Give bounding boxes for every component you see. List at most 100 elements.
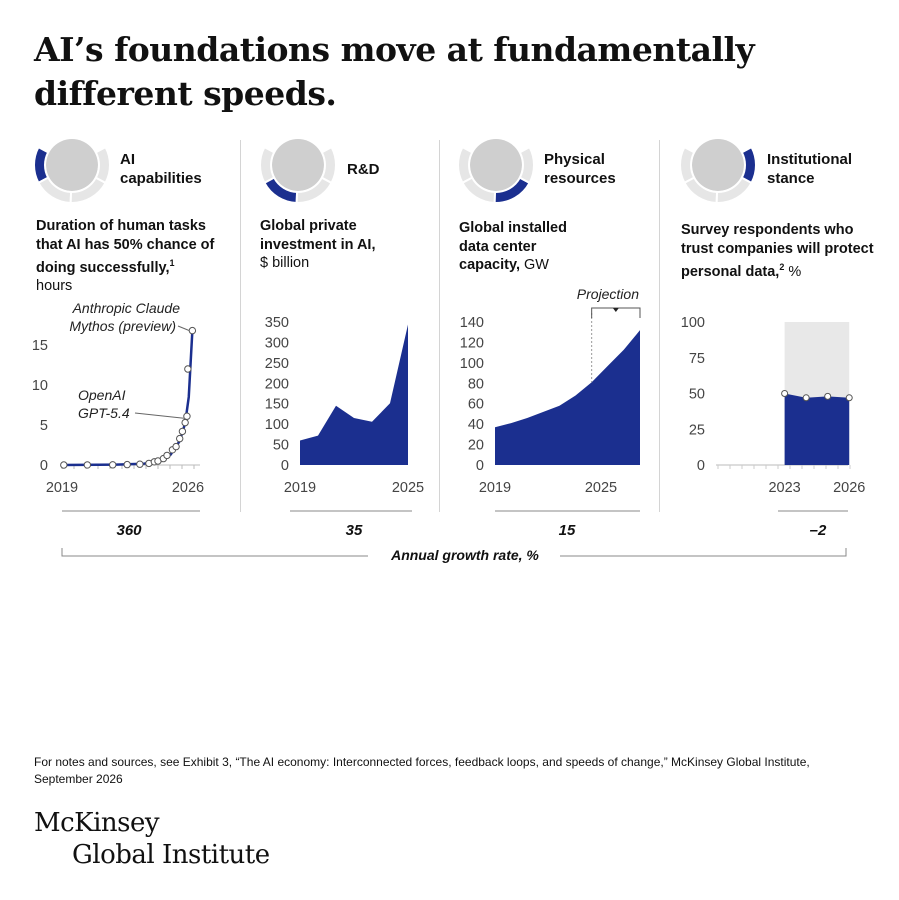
- description-text: Global private investment in AI,: [260, 218, 376, 253]
- unit-label: hours: [36, 278, 73, 295]
- annotation-label: Mythos (preview): [69, 318, 176, 334]
- y-tick-label: 0: [697, 458, 705, 474]
- projection-marker: [612, 308, 619, 312]
- area-series: [784, 393, 850, 465]
- panel-divider: [240, 140, 241, 512]
- growth-axis-bracket: [61, 548, 847, 557]
- icon-segment: [69, 176, 107, 204]
- y-tick-label: 350: [265, 315, 289, 331]
- tag-institutional-stance: Institutional stance: [767, 151, 852, 187]
- data-point: [136, 460, 144, 468]
- y-tick-label: 75: [689, 351, 705, 367]
- annotation-label: Anthropic Claude: [72, 300, 181, 316]
- data-point: [824, 392, 832, 400]
- icon-segment: [295, 176, 333, 204]
- data-point: [176, 434, 184, 443]
- growth-axis-label: Annual growth rate, %: [370, 547, 560, 563]
- data-point: [188, 326, 197, 335]
- annotation-leader: [177, 325, 190, 332]
- logo-mckinsey: McKinsey: [34, 808, 160, 838]
- tag-rd: R&D: [347, 161, 380, 178]
- icon-segment-highlight: [740, 145, 757, 185]
- y-tick-label: 150: [265, 397, 289, 413]
- x-tick-label: 2026: [833, 480, 865, 496]
- panel-divider: [439, 140, 440, 512]
- icon-segment-highlight: [493, 176, 531, 204]
- x-tick-label: 2023: [768, 480, 800, 496]
- y-tick-label: 5: [40, 418, 48, 434]
- tag-physical-resources: Physical resources: [544, 151, 616, 187]
- y-tick-label: 10: [32, 378, 48, 394]
- data-point: [781, 390, 789, 397]
- icon-segment-highlight: [263, 176, 299, 205]
- data-point: [802, 394, 810, 402]
- y-tick-label: 60: [468, 397, 484, 413]
- description-rd: Global private investment in AI, $ billio…: [260, 217, 420, 273]
- icon-segment: [259, 145, 276, 185]
- y-tick-label: 0: [281, 458, 289, 474]
- icon-segment: [94, 145, 111, 185]
- icon-segment: [461, 176, 497, 205]
- x-tick-label: 2025: [585, 480, 617, 496]
- footnote: For notes and sources, see Exhibit 3, “T…: [34, 755, 810, 786]
- x-tick-label: 2025: [392, 480, 424, 496]
- area-series: [300, 324, 408, 465]
- tag-ai-capabilities: AI capabilities: [120, 151, 202, 187]
- data-point: [183, 412, 191, 420]
- data-point: [172, 442, 180, 451]
- icon-core: [272, 139, 324, 191]
- unit-label: $ billion: [260, 255, 310, 271]
- y-tick-label: 120: [460, 335, 484, 351]
- area-series: [495, 330, 640, 465]
- icon-segment: [320, 145, 337, 185]
- icon-segment: [518, 145, 535, 185]
- data-point: [181, 418, 189, 427]
- projection-label: Projection: [577, 286, 639, 302]
- data-point: [109, 461, 117, 469]
- description-institutional: Survey respondents who trust companies w…: [681, 221, 876, 281]
- annotation-label: GPT-5.4: [78, 405, 130, 421]
- icon-core: [46, 139, 98, 191]
- y-tick-label: 25: [689, 422, 705, 438]
- data-point: [83, 461, 92, 469]
- data-point: [123, 460, 131, 469]
- data-point: [60, 461, 68, 469]
- y-tick-label: 140: [460, 315, 484, 331]
- icon-segment: [679, 145, 696, 185]
- footnote-ref: 1: [169, 258, 175, 268]
- y-tick-label: 100: [460, 356, 484, 372]
- description-text: Global installed data center capacity,: [459, 220, 567, 273]
- page-title: AI’s foundations move at fundamentally d…: [34, 30, 755, 113]
- icon-core: [470, 139, 522, 191]
- y-tick-label: 250: [265, 356, 289, 372]
- data-point: [845, 394, 853, 402]
- data-point: [178, 427, 187, 436]
- y-tick-label: 0: [40, 458, 48, 474]
- y-tick-label: 80: [468, 376, 484, 392]
- y-tick-label: 15: [32, 338, 48, 354]
- footnote-ref: 2: [779, 262, 785, 272]
- growth-value-institutional: –2: [809, 522, 827, 539]
- data-point: [184, 365, 192, 373]
- icon-segment: [715, 176, 753, 204]
- y-tick-label: 100: [265, 417, 289, 433]
- icon-segment: [683, 176, 719, 205]
- y-tick-label: 20: [468, 438, 484, 454]
- annotation-label: OpenAI: [78, 387, 126, 403]
- icon-segment-highlight: [33, 145, 50, 185]
- x-tick-label: 2019: [284, 480, 316, 496]
- x-tick-label: 2026: [172, 480, 204, 496]
- icon-segment: [457, 145, 474, 185]
- growth-value-ai: 360: [116, 522, 142, 539]
- icon-segment: [37, 176, 73, 205]
- logo-global-institute: Global Institute: [72, 840, 270, 870]
- x-tick-label: 2019: [46, 480, 78, 496]
- y-tick-label: 0: [476, 458, 484, 474]
- y-tick-label: 50: [689, 387, 705, 403]
- growth-value-rd: 35: [345, 522, 363, 539]
- y-tick-label: 200: [265, 376, 289, 392]
- panel-divider: [659, 140, 660, 512]
- unit-label: GW: [524, 257, 549, 273]
